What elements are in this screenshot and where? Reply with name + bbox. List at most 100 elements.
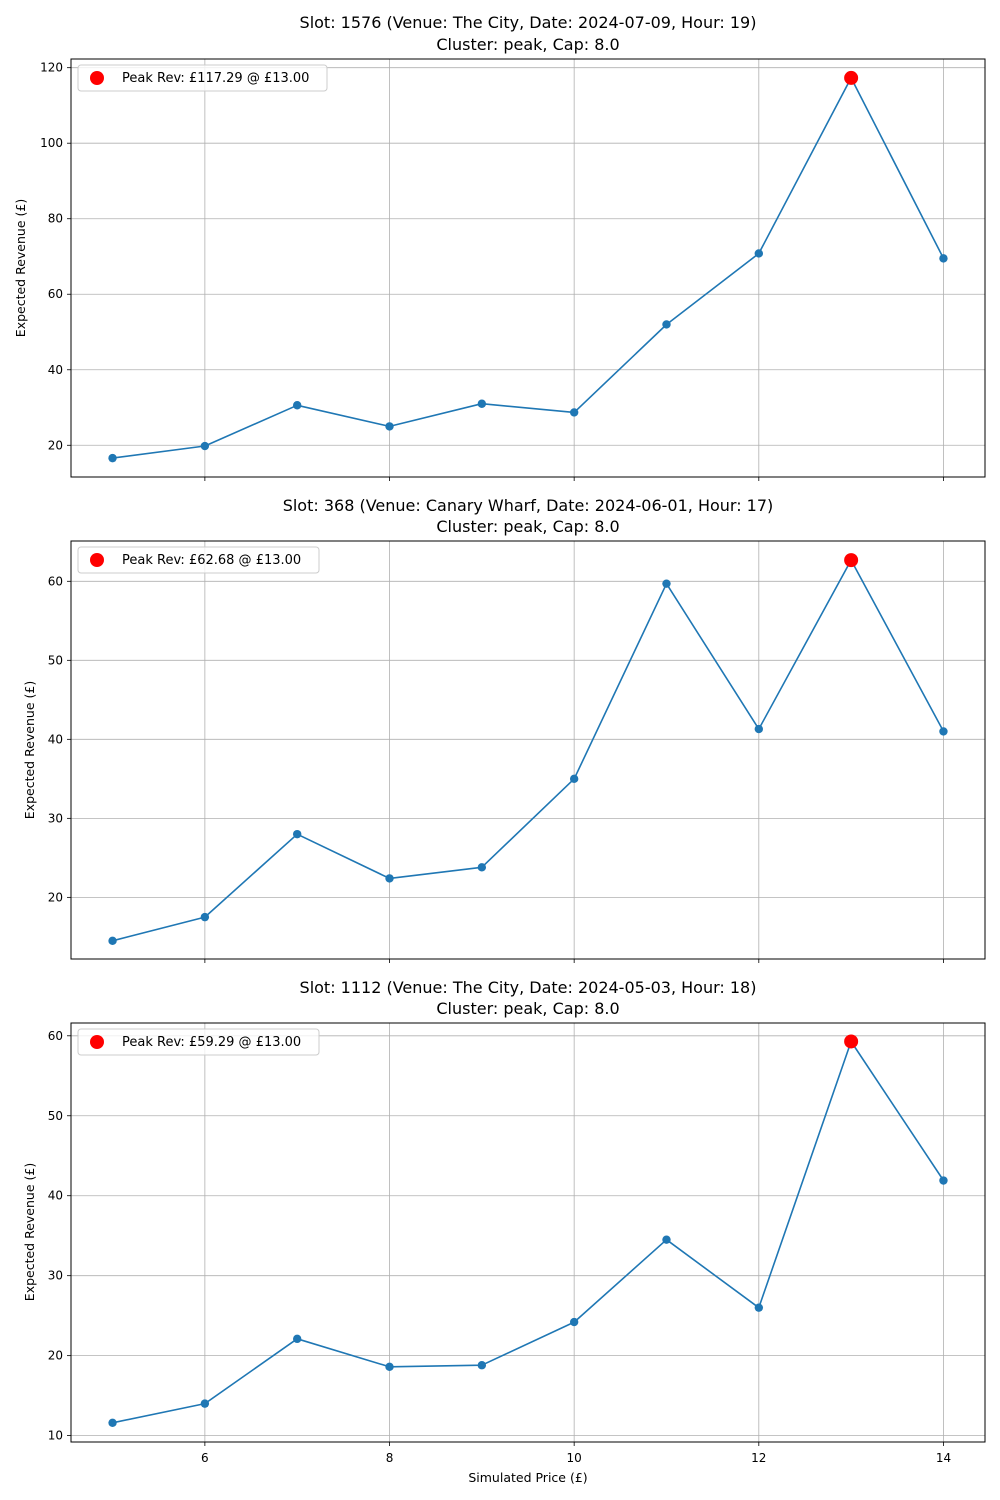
chart-1-y-tick-label: 20 <box>48 438 63 452</box>
chart-2-data-point <box>385 874 394 883</box>
chart-2-data-point <box>939 727 948 736</box>
chart-2-y-tick-label: 30 <box>48 811 63 825</box>
chart-3-legend: Peak Rev: £59.29 @ £13.00 <box>77 1028 320 1056</box>
chart-2-data-point <box>662 579 671 588</box>
chart-1-y-ticks: 20 40 60 80 100 120 <box>40 61 71 452</box>
chart-2-y-tick-label: 20 <box>48 890 63 904</box>
chart-2-y-tick-label: 60 <box>48 574 63 588</box>
chart-2-data-point <box>292 829 302 839</box>
chart-3-y-tick-label: 60 <box>48 1029 63 1043</box>
chart-3-y-tick-label: 50 <box>48 1109 63 1123</box>
chart-1-peak <box>844 70 859 85</box>
chart-1-y-tick-label: 120 <box>40 61 63 75</box>
chart-1-data-point <box>385 422 394 431</box>
chart-1-y-tick-label: 40 <box>48 363 63 377</box>
chart-3-x-tick-label: 8 <box>386 1451 394 1465</box>
chart-2-y-tick-label: 40 <box>48 732 63 746</box>
chart-2-line-path <box>112 559 945 942</box>
chart-3-peak <box>844 1034 859 1049</box>
chart-3-data-point <box>754 1303 764 1312</box>
chart-2-y-tick-label: 50 <box>48 653 63 667</box>
chart-3-data-point <box>939 1176 948 1185</box>
chart-3-x-tick-label: 12 <box>751 1451 766 1465</box>
chart-3-ylabel: Expected Revenue (£) <box>22 1163 37 1301</box>
chart-panel-3: Slot: 1112 (Venue: The City, Date: 2024-… <box>22 978 986 1485</box>
chart-3-data-point <box>385 1362 394 1372</box>
chart-2-x-ticks <box>204 959 944 963</box>
chart-3-data-point <box>292 1334 302 1344</box>
chart-1-legend: Peak Rev: £117.29 @ £13.00 <box>77 64 328 92</box>
chart-3-data-point <box>477 1361 487 1370</box>
chart-3-data-point <box>108 1418 117 1428</box>
chart-3-line-path <box>112 1040 945 1424</box>
chart-3-legend-marker <box>90 1035 104 1049</box>
chart-3-x-ticks: 6 8 10 12 14 <box>201 1442 951 1465</box>
chart-2-data-point <box>108 936 117 946</box>
chart-panel-1: Slot: 1576 (Venue: The City, Date: 2024-… <box>13 13 986 481</box>
chart-2-axes-frame <box>70 540 986 960</box>
chart-3-y-tick-label: 10 <box>48 1429 63 1443</box>
chart-1-data-point <box>477 399 487 408</box>
chart-1-line-path <box>112 77 945 459</box>
chart-2-points <box>108 555 948 946</box>
chart-1-legend-marker <box>90 71 104 85</box>
chart-2-peak-marker <box>844 553 859 568</box>
chart-2-legend-box <box>77 546 320 574</box>
chart-2-grid <box>71 541 985 959</box>
chart-3-series-line <box>112 1040 945 1424</box>
chart-3-data-point <box>662 1235 671 1244</box>
chart-1-y-tick-label: 80 <box>48 212 63 226</box>
chart-2-legend-marker <box>90 553 104 567</box>
chart-1-x-ticks <box>204 477 944 481</box>
chart-2-data-point <box>477 863 487 872</box>
chart-2-legend-label: Peak Rev: £62.68 @ £13.00 <box>122 553 301 568</box>
chart-3-data-point <box>200 1399 210 1408</box>
chart-2-series-line <box>112 559 945 942</box>
chart-1-peak-marker <box>844 70 859 85</box>
chart-1-y-tick-label: 60 <box>48 287 63 301</box>
chart-1-data-point <box>108 453 117 463</box>
chart-2-y-ticks: 20 30 40 50 60 <box>48 574 71 904</box>
chart-2-data-point <box>569 774 579 784</box>
chart-3-y-ticks: 10 20 30 40 50 60 <box>48 1029 71 1443</box>
chart-1-data-point <box>662 320 671 329</box>
chart-1-axes-frame <box>70 58 986 478</box>
chart-1-legend-label: Peak Rev: £117.29 @ £13.00 <box>122 71 309 86</box>
chart-1-data-point <box>939 254 948 263</box>
chart-3-axes-frame <box>70 1022 986 1443</box>
chart-3-legend-label: Peak Rev: £59.29 @ £13.00 <box>122 1035 301 1050</box>
chart-3-xlabel: Simulated Price (£) <box>468 1470 587 1485</box>
chart-3-peak-marker <box>844 1034 859 1049</box>
chart-3-title-line2: Cluster: peak, Cap: 8.0 <box>436 999 619 1018</box>
chart-2-peak <box>844 553 859 568</box>
chart-3-y-tick-label: 20 <box>48 1349 63 1363</box>
chart-3-x-tick-label: 10 <box>567 1451 582 1465</box>
chart-1-ylabel: Expected Revenue (£) <box>13 199 28 337</box>
chart-3-y-tick-label: 30 <box>48 1269 63 1283</box>
chart-2-data-point <box>200 912 210 922</box>
chart-1-series-line <box>112 77 945 459</box>
chart-3-points <box>108 1037 948 1428</box>
chart-1-grid <box>71 59 985 477</box>
chart-3-y-tick-label: 40 <box>48 1189 63 1203</box>
chart-1-data-point <box>569 408 579 417</box>
chart-3-x-tick-label: 6 <box>201 1451 209 1465</box>
chart-3-x-tick-label: 14 <box>936 1451 951 1465</box>
chart-1-y-tick-label: 100 <box>40 136 63 150</box>
chart-1-legend-box <box>77 64 328 92</box>
chart-2-ylabel: Expected Revenue (£) <box>22 681 37 819</box>
chart-1-title-line1: Slot: 1576 (Venue: The City, Date: 2024-… <box>300 13 757 32</box>
chart-2-legend: Peak Rev: £62.68 @ £13.00 <box>77 546 320 574</box>
chart-2-title-line2: Cluster: peak, Cap: 8.0 <box>436 517 619 536</box>
chart-3-legend-box <box>77 1028 320 1056</box>
chart-1-data-point <box>200 441 210 451</box>
chart-1-data-point <box>292 401 302 410</box>
chart-3-title-line1: Slot: 1112 (Venue: The City, Date: 2024-… <box>300 978 757 997</box>
chart-3-data-point <box>569 1317 579 1327</box>
chart-panel-2: Slot: 368 (Venue: Canary Wharf, Date: 20… <box>22 496 986 963</box>
chart-2-data-point <box>754 724 764 734</box>
chart-1-title-line2: Cluster: peak, Cap: 8.0 <box>436 35 619 54</box>
chart-2-title-line1: Slot: 368 (Venue: Canary Wharf, Date: 20… <box>283 496 774 515</box>
chart-3-grid <box>71 1023 985 1442</box>
